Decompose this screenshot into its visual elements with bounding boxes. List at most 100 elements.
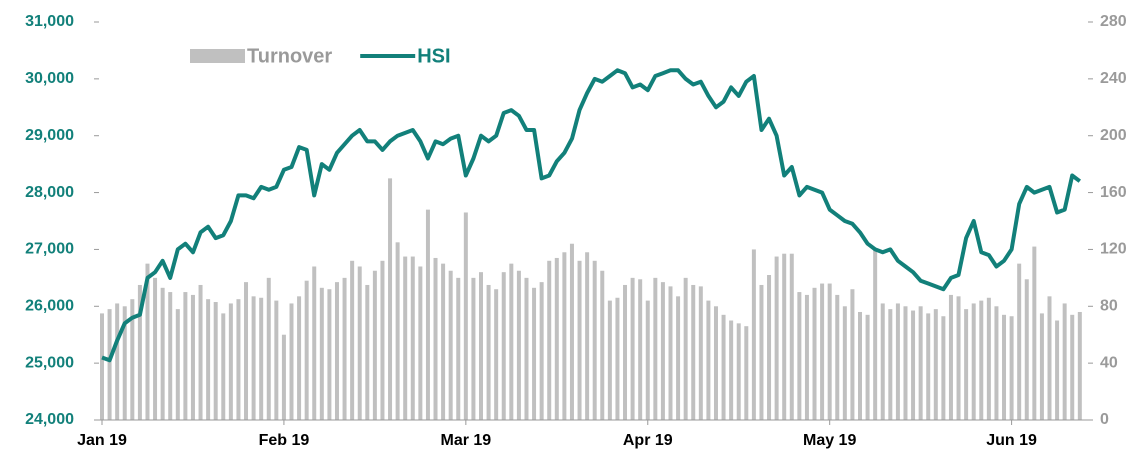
- bar: [395, 242, 400, 420]
- bar: [1032, 246, 1037, 420]
- bar: [1070, 314, 1075, 420]
- bar: [1047, 296, 1052, 420]
- bar: [547, 260, 552, 420]
- bar: [850, 289, 855, 420]
- bar: [471, 277, 476, 420]
- x-tick-label: Feb 19: [259, 432, 310, 449]
- bar: [706, 300, 711, 420]
- bar: [145, 263, 150, 420]
- bar: [804, 294, 809, 420]
- bar: [410, 256, 415, 420]
- bar: [713, 306, 718, 420]
- bar: [160, 287, 165, 420]
- bar: [479, 272, 483, 420]
- x-tick-label: Apr 19: [623, 432, 673, 449]
- bar: [190, 294, 195, 420]
- bar: [213, 302, 218, 420]
- bar: [418, 266, 423, 420]
- bar: [380, 260, 385, 420]
- bar: [433, 257, 438, 420]
- bar: [736, 323, 741, 420]
- bar: [266, 277, 271, 420]
- bar: [486, 284, 491, 420]
- bar: [539, 282, 544, 420]
- y2-tick-label: 120: [1100, 241, 1127, 258]
- y2-tick-label: 0: [1100, 411, 1109, 428]
- y-tick-label: 24,000: [25, 411, 74, 428]
- bar: [350, 260, 355, 420]
- bar: [630, 277, 635, 420]
- bar: [175, 309, 180, 420]
- bar: [600, 270, 605, 420]
- bar: [137, 284, 142, 420]
- bar: [789, 253, 794, 420]
- bar: [236, 299, 241, 420]
- bar: [494, 289, 499, 420]
- bar: [334, 282, 339, 420]
- bar: [835, 294, 840, 420]
- y-tick-label: 31,000: [25, 13, 74, 30]
- bar: [115, 303, 120, 420]
- bar: [971, 303, 976, 420]
- bar: [1002, 314, 1007, 420]
- bar: [403, 256, 408, 420]
- bar: [956, 296, 961, 420]
- legend-label: HSI: [417, 45, 450, 67]
- bar: [509, 263, 514, 420]
- bar: [228, 303, 233, 420]
- bar: [251, 296, 256, 420]
- bar: [683, 277, 688, 420]
- bar: [615, 297, 620, 420]
- bar: [569, 243, 574, 420]
- bar: [441, 263, 446, 420]
- bar: [751, 249, 756, 420]
- bar: [585, 252, 590, 420]
- bar: [660, 282, 665, 420]
- bar: [448, 270, 453, 420]
- bar: [964, 309, 969, 420]
- bar: [274, 300, 279, 420]
- bar: [259, 297, 264, 420]
- bar: [858, 311, 862, 420]
- bar: [986, 297, 991, 420]
- bar: [206, 299, 211, 420]
- bar: [342, 277, 347, 420]
- y-tick-label: 29,000: [25, 127, 74, 144]
- bar: [577, 260, 582, 420]
- bar: [372, 270, 377, 420]
- bar: [100, 313, 104, 420]
- bar: [327, 289, 332, 420]
- bar: [516, 270, 521, 420]
- bar: [926, 313, 931, 420]
- bar: [562, 252, 567, 420]
- bar: [501, 272, 506, 420]
- bar: [903, 306, 908, 420]
- bar: [812, 287, 817, 420]
- bar: [183, 292, 188, 420]
- y2-tick-label: 240: [1100, 70, 1127, 87]
- bar: [524, 277, 529, 420]
- bar: [979, 300, 984, 420]
- bar: [554, 257, 559, 420]
- bar: [911, 310, 916, 420]
- bar: [842, 306, 847, 420]
- bar: [994, 306, 999, 420]
- bar: [691, 284, 696, 420]
- bar: [281, 334, 286, 420]
- bar: [592, 260, 597, 420]
- bar: [782, 253, 787, 420]
- bar: [865, 314, 870, 420]
- hsi-line: [101, 68, 1081, 363]
- bar: [653, 277, 658, 420]
- bar: [297, 296, 302, 420]
- bar: [244, 282, 249, 420]
- bar: [880, 303, 885, 420]
- bar: [198, 284, 203, 420]
- bar: [774, 256, 779, 420]
- x-tick-label: Jun 19: [986, 432, 1037, 449]
- bar: [312, 266, 317, 420]
- bar: [1009, 316, 1014, 420]
- y2-tick-label: 80: [1100, 298, 1118, 315]
- bar: [357, 266, 362, 420]
- bar: [425, 209, 430, 420]
